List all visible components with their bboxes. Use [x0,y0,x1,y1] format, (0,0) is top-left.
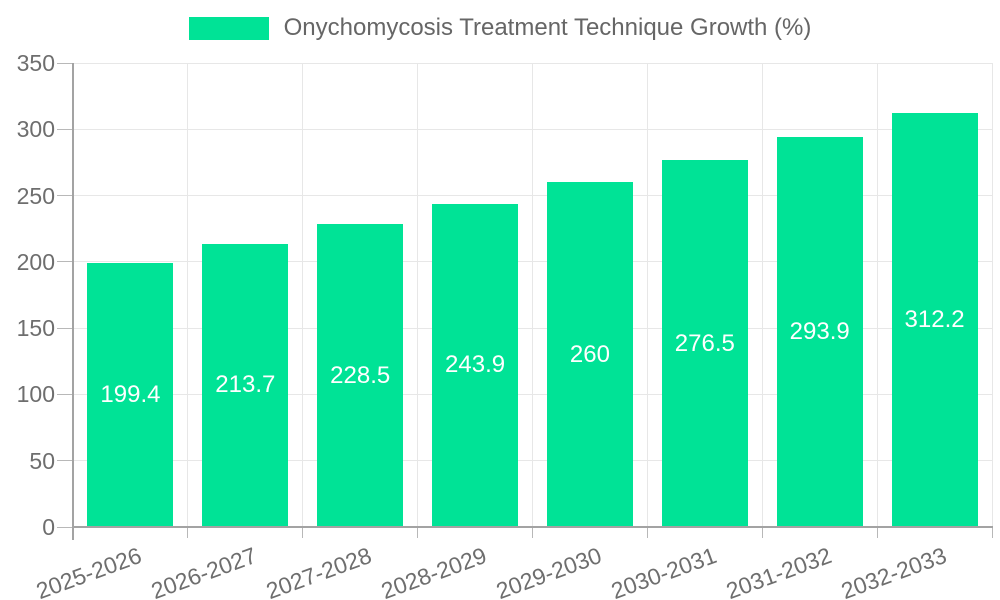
x-tick [761,527,763,538]
bar: 260 [546,182,633,527]
y-tick [57,393,73,395]
y-axis-line [72,63,74,540]
x-tick [187,527,189,538]
x-gridline [417,63,419,527]
bar-value-label: 293.9 [789,318,850,346]
legend: Onychomycosis Treatment Technique Growth… [0,14,1000,42]
y-axis-tick-label: 100 [16,381,55,408]
x-gridline [532,63,533,527]
plot-area: 199.4 213.7 228.5 243.9 260 276.5 293.9 312.2 [57,62,993,540]
x-gridline [187,63,189,527]
y-axis-tick-label: 250 [16,182,55,209]
y-axis-tick-label: 0 [42,514,55,540]
x-tick [876,527,878,538]
bar-value-label: 260 [569,340,610,368]
bar: 276.5 [661,160,748,527]
bar-value-label: 276.5 [674,329,735,357]
x-gridline [991,63,993,527]
y-tick [57,526,73,528]
x-tick [532,527,533,538]
legend-swatch [188,16,269,40]
y-axis-tick-label: 350 [16,50,55,76]
x-axis-line [72,526,993,528]
x-gridline [876,63,878,527]
bar-value-label: 213.7 [215,371,276,399]
y-tick [57,261,73,263]
x-tick [991,527,993,538]
bar: 213.7 [202,243,289,527]
y-tick [57,195,73,197]
bar-value-label: 199.4 [100,380,161,408]
y-axis-tick-label: 150 [16,315,55,342]
bar: 228.5 [317,224,404,527]
x-gridline [646,63,648,527]
bar-value-label: 228.5 [330,361,391,389]
y-axis-labels: 0 50 100 150 200 250 300 350 [0,51,55,539]
y-axis-tick-label: 300 [16,116,55,143]
y-axis-tick-label: 50 [29,447,55,474]
bar-value-label: 312.2 [904,306,965,334]
bar: 293.9 [776,137,863,527]
y-axis-tick-label: 200 [16,248,55,275]
y-tick [57,460,73,462]
x-tick [417,527,419,538]
y-tick [57,327,73,329]
x-tick [302,527,304,538]
x-gridline [302,63,304,527]
bar: 312.2 [891,113,978,527]
x-gridline [761,63,763,527]
y-tick [57,62,73,64]
bar: 243.9 [432,203,519,527]
x-tick [646,527,648,538]
bar-value-label: 243.9 [445,351,506,379]
y-tick [57,128,73,130]
legend-title: Onychomycosis Treatment Technique Growth… [283,14,812,41]
bar: 199.4 [87,262,174,527]
